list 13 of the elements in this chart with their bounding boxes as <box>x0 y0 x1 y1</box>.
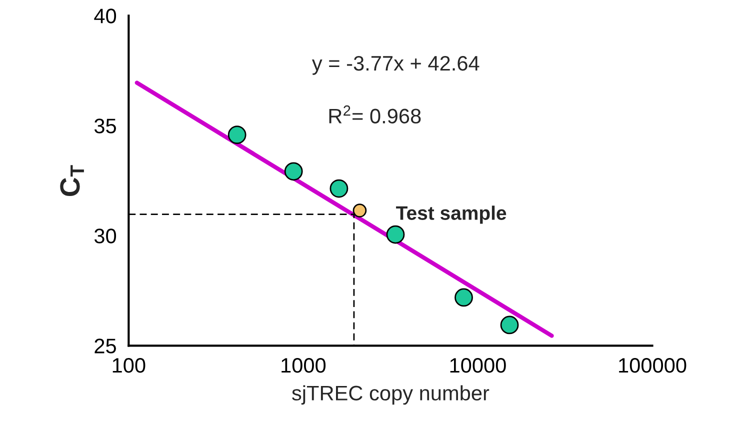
y-axis-title: C$_{T}$ <box>60 165 84 196</box>
annotation: Test sample <box>396 206 506 224</box>
annotation: R$^{2}$= 0.968 <box>329 105 421 124</box>
annotation: y = -3.77x + 42.64 <box>312 56 480 75</box>
y-tick-label: 25 <box>94 338 116 354</box>
x-axis-title: sjTREC copy number <box>292 385 490 405</box>
x-tick-label: 100 <box>112 358 146 373</box>
y-tick-label: 35 <box>94 118 116 134</box>
y-tick-label: 30 <box>94 228 116 244</box>
y-tick-label: 40 <box>94 8 116 24</box>
x-tick-label: 1000 <box>282 358 326 373</box>
x-tick-label: 10000 <box>450 358 506 373</box>
x-tick-label: 100000 <box>619 358 686 373</box>
